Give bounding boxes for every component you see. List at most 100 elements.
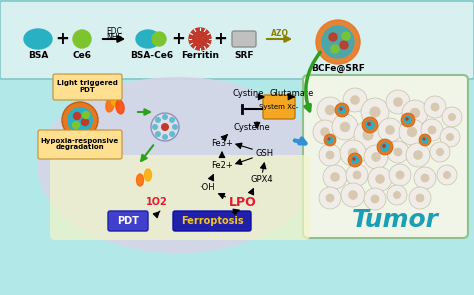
Circle shape (172, 124, 178, 130)
Circle shape (82, 112, 90, 119)
Text: BCFe@SRF: BCFe@SRF (311, 63, 365, 73)
Circle shape (67, 107, 93, 133)
Circle shape (369, 106, 381, 118)
Circle shape (339, 107, 343, 111)
FancyBboxPatch shape (108, 211, 148, 231)
Circle shape (340, 41, 348, 49)
Circle shape (430, 142, 450, 162)
Text: +: + (171, 30, 185, 48)
Text: Tumor: Tumor (352, 208, 438, 232)
Circle shape (448, 113, 456, 121)
Circle shape (346, 164, 368, 186)
Text: Fe2+: Fe2+ (211, 160, 233, 170)
Circle shape (189, 28, 211, 50)
Circle shape (364, 145, 388, 169)
Circle shape (169, 131, 175, 137)
Circle shape (364, 188, 386, 210)
Circle shape (365, 120, 375, 130)
Circle shape (342, 32, 350, 40)
Circle shape (73, 30, 91, 48)
Text: Fe3+: Fe3+ (211, 138, 233, 148)
Circle shape (169, 117, 175, 123)
Circle shape (319, 144, 341, 166)
Circle shape (389, 164, 411, 186)
Text: BSA-Ce6: BSA-Ce6 (130, 52, 173, 60)
Circle shape (162, 134, 168, 140)
Circle shape (338, 106, 346, 114)
Circle shape (422, 137, 426, 140)
Circle shape (325, 105, 335, 115)
Circle shape (348, 148, 358, 158)
Circle shape (317, 97, 343, 123)
Text: ·OH: ·OH (199, 183, 215, 191)
Circle shape (387, 141, 409, 163)
Text: PDT: PDT (117, 216, 139, 226)
Circle shape (436, 148, 444, 156)
Circle shape (399, 119, 425, 145)
FancyBboxPatch shape (232, 31, 256, 47)
Circle shape (446, 133, 454, 141)
Text: GPX4: GPX4 (251, 176, 273, 184)
Circle shape (155, 131, 161, 137)
Circle shape (387, 185, 407, 205)
Circle shape (324, 134, 336, 146)
FancyBboxPatch shape (263, 95, 295, 119)
Circle shape (152, 32, 166, 46)
FancyBboxPatch shape (303, 75, 468, 238)
Text: Light triggered
PDT: Light triggered PDT (56, 79, 118, 93)
Text: EDC: EDC (106, 27, 122, 35)
Circle shape (326, 194, 334, 202)
Circle shape (396, 171, 404, 179)
Circle shape (62, 102, 98, 138)
Circle shape (442, 107, 462, 127)
Circle shape (404, 116, 412, 124)
Text: Glutamate: Glutamate (270, 88, 314, 98)
Circle shape (368, 167, 392, 191)
Circle shape (348, 153, 362, 167)
Circle shape (385, 125, 395, 135)
Circle shape (375, 174, 385, 184)
Ellipse shape (137, 174, 144, 186)
Text: NHS: NHS (106, 34, 122, 42)
Text: SRF: SRF (234, 52, 254, 60)
FancyBboxPatch shape (50, 155, 310, 240)
Circle shape (73, 112, 81, 119)
Text: 1O2: 1O2 (146, 197, 168, 207)
Circle shape (331, 45, 339, 53)
FancyBboxPatch shape (38, 130, 122, 159)
Circle shape (371, 195, 379, 203)
Ellipse shape (111, 92, 119, 106)
Text: Cysteine: Cysteine (234, 122, 270, 132)
Circle shape (402, 100, 428, 126)
Circle shape (155, 117, 161, 123)
Circle shape (350, 95, 360, 105)
Text: Ce6: Ce6 (73, 52, 91, 60)
Circle shape (401, 113, 415, 127)
Circle shape (437, 165, 457, 185)
Circle shape (428, 126, 437, 135)
Circle shape (440, 127, 460, 147)
Circle shape (327, 136, 334, 144)
Circle shape (353, 171, 361, 179)
Circle shape (354, 121, 382, 149)
Circle shape (421, 136, 428, 144)
Circle shape (393, 191, 401, 199)
Circle shape (405, 117, 409, 121)
Circle shape (371, 152, 381, 162)
Circle shape (330, 172, 340, 182)
Circle shape (413, 150, 423, 160)
Text: Hypoxia-responsive
degradation: Hypoxia-responsive degradation (41, 137, 119, 150)
Circle shape (386, 90, 410, 114)
Circle shape (332, 114, 358, 140)
Circle shape (380, 142, 390, 152)
Circle shape (340, 122, 350, 132)
Circle shape (329, 33, 337, 41)
Circle shape (82, 119, 89, 125)
Circle shape (443, 171, 451, 179)
Circle shape (410, 108, 420, 118)
Text: +: + (55, 30, 69, 48)
Ellipse shape (38, 78, 318, 253)
Circle shape (416, 194, 424, 202)
Circle shape (414, 167, 436, 189)
Ellipse shape (106, 98, 114, 112)
